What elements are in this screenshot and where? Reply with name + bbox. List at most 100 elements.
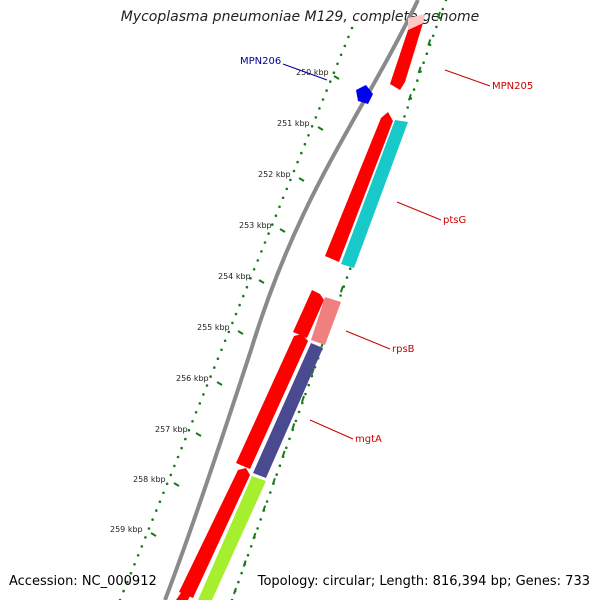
genome-backbone (163, 0, 420, 600)
scale-dash (427, 39, 432, 46)
gene-forward-1 (325, 112, 393, 262)
scale-dot-outer (307, 134, 310, 137)
scale-dot-inner (339, 294, 342, 297)
scale-tick (279, 228, 286, 233)
scale-dot-inner (425, 52, 429, 55)
scale-dot-outer (191, 420, 194, 423)
scale-dot-outer (144, 536, 147, 539)
scale-dot-inner (288, 437, 291, 441)
scale-dash (339, 285, 344, 293)
scale-label: 259 kbp (110, 525, 143, 534)
scale-dot-outer (169, 473, 173, 477)
scale-dot-inner (345, 276, 349, 279)
scale-dot-outer (162, 491, 165, 495)
gene-forward-2 (293, 290, 324, 338)
scale-label: 252 kbp (258, 170, 291, 179)
scale-dot-outer (274, 214, 278, 217)
scale-dot-outer (252, 268, 256, 271)
scale-dot-outer (213, 366, 216, 369)
scale-dot-outer (165, 482, 169, 486)
scale-dot-outer (336, 62, 339, 66)
gene-label-mgta: mgtA (355, 434, 382, 445)
scale-dot-inner (249, 545, 253, 548)
scale-tick (298, 177, 305, 182)
accession-text: Accession: NC_000912 (9, 574, 157, 589)
scale-dot-outer (234, 312, 238, 316)
scale-tick (173, 482, 180, 487)
scale-dot-outer (147, 527, 151, 530)
scale-dot-outer (126, 580, 129, 584)
scale-dot-inner (441, 7, 445, 11)
scale-dot-inner (237, 580, 240, 584)
scale-dot-outer (187, 428, 191, 432)
gene-label-ptsg: ptsG (443, 215, 466, 226)
scale-tick (237, 330, 244, 335)
scale-dot-inner (278, 464, 282, 468)
scale-dot-outer (140, 545, 144, 548)
gene-mpn205-tail (408, 14, 425, 30)
scale-dot-outer (133, 563, 136, 566)
scale-label: 253 kbp (239, 221, 272, 230)
scale-dot-inner (310, 374, 314, 378)
scale-dot-inner (304, 392, 307, 396)
scale-label: 255 kbp (197, 323, 230, 332)
scale-dot-outer (220, 348, 223, 352)
scale-dot-inner (406, 106, 410, 109)
scale-dot-inner (307, 383, 311, 387)
scale-dash (291, 423, 296, 430)
scale-dot-inner (422, 61, 425, 64)
scale-tick (150, 532, 157, 537)
scale-dot-outer (296, 160, 299, 164)
gene-label-rpsb: rpsB (392, 344, 415, 355)
scale-tick (258, 279, 265, 284)
scale-dot-outer (263, 241, 267, 244)
scale-dash (281, 450, 286, 458)
gene-forward-5 (176, 590, 191, 600)
leader-mgta (309, 419, 354, 440)
scale-dot-outer (223, 339, 227, 343)
scale-dot-outer (216, 357, 220, 361)
scale-label: 258 kbp (133, 475, 166, 484)
scale-dot-outer (343, 44, 347, 48)
scale-dot-outer (202, 393, 205, 396)
scale-dot-inner (301, 401, 304, 405)
scale-dash (233, 587, 237, 595)
gene-label-mpn206: MPN206 (240, 56, 281, 67)
scale-dot-outer (281, 196, 285, 200)
scale-dot-outer (321, 98, 325, 101)
scale-dot-outer (314, 116, 318, 119)
scale-dot-outer (289, 178, 292, 182)
scale-dot-inner (256, 527, 259, 530)
leader-ptsg (396, 201, 442, 221)
scale-dash (437, 11, 441, 19)
leader-mpn205 (444, 69, 491, 87)
scale-dot-outer (209, 375, 212, 378)
scale-label: 254 kbp (218, 272, 251, 281)
scale-dot-inner (412, 88, 416, 91)
scale-label: 250 kbp (296, 68, 329, 77)
scale-dot-outer (176, 455, 180, 459)
scale-dot-inner (416, 79, 419, 82)
scale-dot-inner (294, 419, 298, 423)
scale-dot-inner (265, 500, 269, 503)
scale-dot-outer (285, 187, 289, 191)
scale-dot-outer (184, 437, 187, 441)
scale-dash (407, 93, 412, 101)
scale-dot-outer (325, 89, 328, 92)
scale-dot-outer (303, 142, 307, 146)
scale-dot-outer (332, 71, 336, 74)
scale-dot-outer (151, 518, 154, 521)
gene-ptsg (341, 120, 408, 268)
gene-forward-3 (236, 334, 308, 469)
scale-dash (252, 532, 257, 540)
scale-dot-outer (300, 151, 303, 155)
scale-dot-outer (238, 303, 241, 307)
scale-dot-outer (180, 446, 183, 450)
leader-mpn206 (282, 63, 328, 81)
scale-label: 256 kbp (176, 374, 209, 383)
scale-dot-outer (122, 589, 125, 593)
scale-dot-inner (240, 571, 243, 575)
gene-mpn206 (356, 85, 373, 104)
scale-dot-outer (292, 169, 296, 173)
